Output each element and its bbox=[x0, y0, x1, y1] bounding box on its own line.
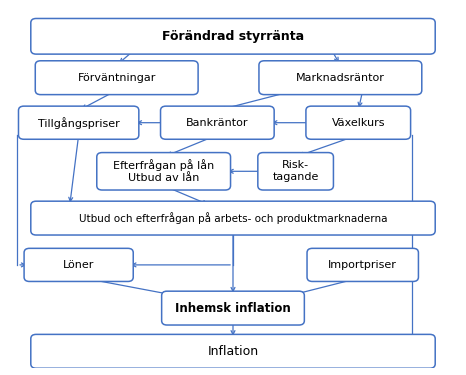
Text: Löner: Löner bbox=[63, 260, 94, 270]
FancyBboxPatch shape bbox=[35, 61, 198, 94]
FancyBboxPatch shape bbox=[162, 291, 304, 325]
Text: Tillgångspriser: Tillgångspriser bbox=[38, 117, 120, 129]
Text: Marknadsräntor: Marknadsräntor bbox=[296, 73, 385, 83]
Text: Inhemsk inflation: Inhemsk inflation bbox=[175, 302, 291, 315]
Text: Utbud och efterfrågan på arbets- och produktmarknaderna: Utbud och efterfrågan på arbets- och pro… bbox=[79, 212, 387, 224]
FancyBboxPatch shape bbox=[24, 248, 133, 282]
Text: Risk-
tagande: Risk- tagande bbox=[273, 160, 319, 182]
Text: Förändrad styrränta: Förändrad styrränta bbox=[162, 30, 304, 43]
Text: Växelkurs: Växelkurs bbox=[331, 118, 385, 128]
FancyBboxPatch shape bbox=[258, 153, 334, 190]
FancyBboxPatch shape bbox=[160, 106, 274, 139]
FancyBboxPatch shape bbox=[31, 201, 435, 235]
Text: Förväntningar: Förväntningar bbox=[77, 73, 156, 83]
FancyBboxPatch shape bbox=[307, 248, 418, 282]
FancyBboxPatch shape bbox=[31, 18, 435, 54]
FancyBboxPatch shape bbox=[31, 334, 435, 368]
FancyBboxPatch shape bbox=[259, 61, 422, 94]
Text: Bankräntor: Bankräntor bbox=[186, 118, 248, 128]
Text: Efterfrågan på lån
Utbud av lån: Efterfrågan på lån Utbud av lån bbox=[113, 159, 214, 183]
FancyBboxPatch shape bbox=[97, 153, 231, 190]
FancyBboxPatch shape bbox=[19, 106, 139, 139]
Text: Inflation: Inflation bbox=[207, 345, 259, 358]
FancyBboxPatch shape bbox=[306, 106, 411, 139]
Text: Importpriser: Importpriser bbox=[328, 260, 397, 270]
